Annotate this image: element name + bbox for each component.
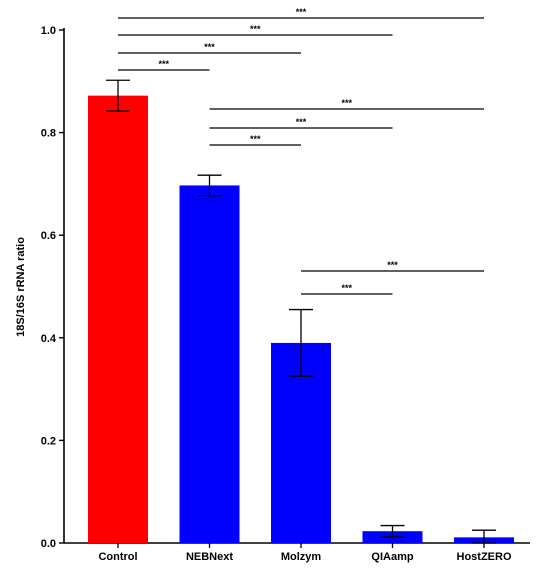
error-bar: [289, 308, 313, 377]
y-tick-label: 0.4: [41, 333, 57, 345]
significance-label: ***: [158, 59, 169, 69]
category-label: NEBNext: [186, 551, 233, 563]
significance-label: ***: [341, 98, 352, 108]
category-label: HostZERO: [457, 551, 512, 563]
y-axis-title: 18S/16S rRNA ratio: [15, 237, 27, 337]
significance-bracket: ***: [301, 283, 393, 295]
significance-bracket: ***: [209, 117, 393, 129]
significance-bracket: ***: [209, 98, 484, 110]
significance-bracket: ***: [301, 260, 484, 272]
significance-label: ***: [341, 283, 352, 293]
significance-bracket: ***: [118, 42, 301, 54]
significance-bracket: ***: [118, 59, 210, 71]
significance-label: ***: [387, 260, 398, 270]
significance-label: ***: [296, 117, 307, 127]
significance-label: ***: [250, 134, 261, 144]
error-bar: [197, 174, 222, 197]
bar-control: [88, 95, 148, 543]
significance-label: ***: [204, 42, 215, 52]
category-label: QIAamp: [371, 551, 413, 563]
significance-label: ***: [250, 24, 261, 34]
error-bar: [106, 79, 130, 112]
significance-bracket: ***: [118, 24, 393, 36]
error-bar: [380, 524, 405, 538]
y-tick-label: 1.0: [41, 25, 56, 37]
significance-bracket: ***: [209, 134, 301, 146]
category-label: Molzym: [281, 551, 322, 563]
y-tick-label: 0.6: [41, 230, 56, 242]
y-tick-label: 0.0: [41, 538, 56, 550]
bar-nebnext: [179, 185, 240, 543]
y-tick-label: 0.2: [41, 435, 56, 447]
y-tick-label: 0.8: [41, 128, 56, 140]
significance-bracket: ***: [118, 7, 484, 19]
category-label: Control: [98, 551, 137, 563]
significance-label: ***: [296, 7, 307, 17]
